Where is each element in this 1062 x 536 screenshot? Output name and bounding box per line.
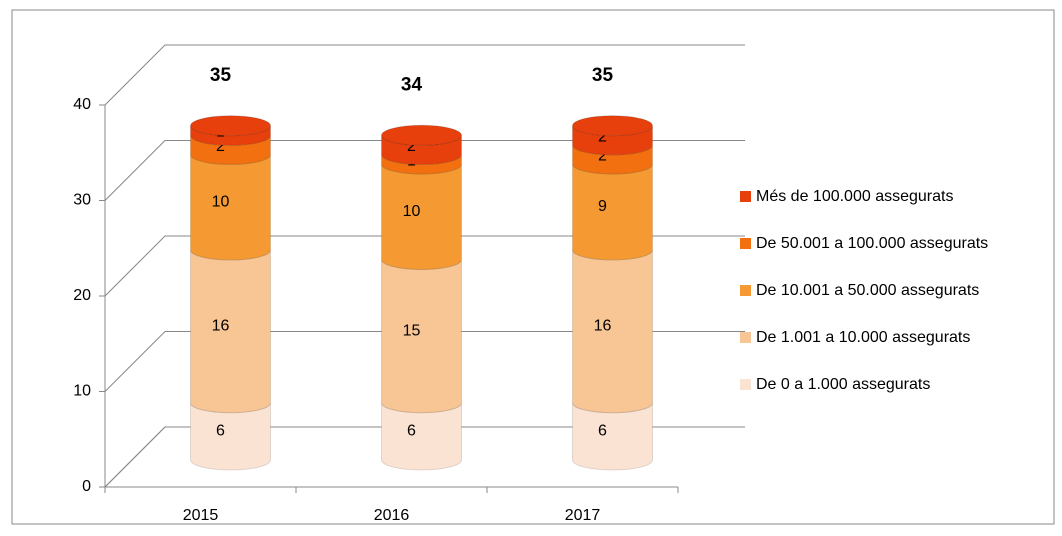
legend-swatch [740, 379, 751, 390]
segment-label: 16 [594, 318, 612, 335]
y-tick-label: 10 [73, 383, 91, 400]
cylinder-segment [190, 154, 271, 261]
legend-swatch [740, 285, 751, 296]
chart-frame [11, 9, 1055, 525]
segment-label: 10 [212, 193, 230, 210]
y-tick-label: 20 [73, 287, 91, 304]
grid-line [104, 140, 745, 201]
segment-label: 2 [407, 138, 416, 155]
cylinder-top [190, 115, 271, 137]
segment-label: 6 [407, 423, 416, 440]
cylinder-segment [381, 163, 462, 270]
cylinder-top [381, 124, 462, 146]
grid-line [104, 235, 745, 297]
legend-label: De 1.001 a 10.000 assegurats [756, 329, 970, 346]
segment-label: 16 [212, 318, 230, 335]
segment-label: 15 [403, 322, 421, 339]
legend-swatch [740, 332, 751, 343]
legend-swatch [740, 238, 751, 249]
legend-label: De 10.001 a 50.000 assegurats [756, 282, 979, 299]
segment-label: 2 [598, 129, 607, 146]
total-label: 35 [210, 65, 232, 86]
segment-label: 9 [598, 198, 607, 215]
total-label: 34 [401, 74, 423, 95]
grid-line [104, 331, 745, 392]
segment-label: 6 [598, 423, 607, 440]
segment-label: 10 [403, 203, 421, 220]
y-tick-label: 40 [73, 96, 91, 113]
x-tick-label: 2016 [374, 507, 410, 524]
y-tick-label: 0 [82, 478, 91, 495]
y-tick-label: 30 [73, 192, 91, 209]
segment-label: 6 [216, 423, 225, 440]
cylinder-segment [190, 249, 271, 414]
legend-label: De 0 a 1.000 assegurats [756, 376, 930, 393]
cylinder-segment [572, 249, 653, 414]
legend-swatch [740, 191, 751, 202]
grid-line [104, 44, 745, 106]
cylinder-segment [381, 259, 462, 414]
cylinder-top [572, 115, 653, 137]
grid-line [104, 426, 745, 488]
legend-label: Més de 100.000 assegurats [756, 188, 953, 205]
x-tick-label: 2017 [565, 507, 601, 524]
segment-label: 2 [598, 148, 607, 165]
legend-label: De 50.001 a 100.000 assegurats [756, 235, 988, 252]
cylinder-segment [572, 163, 653, 261]
segment-label: 2 [216, 138, 225, 155]
x-tick-label: 2015 [183, 507, 219, 524]
total-label: 35 [592, 65, 614, 86]
